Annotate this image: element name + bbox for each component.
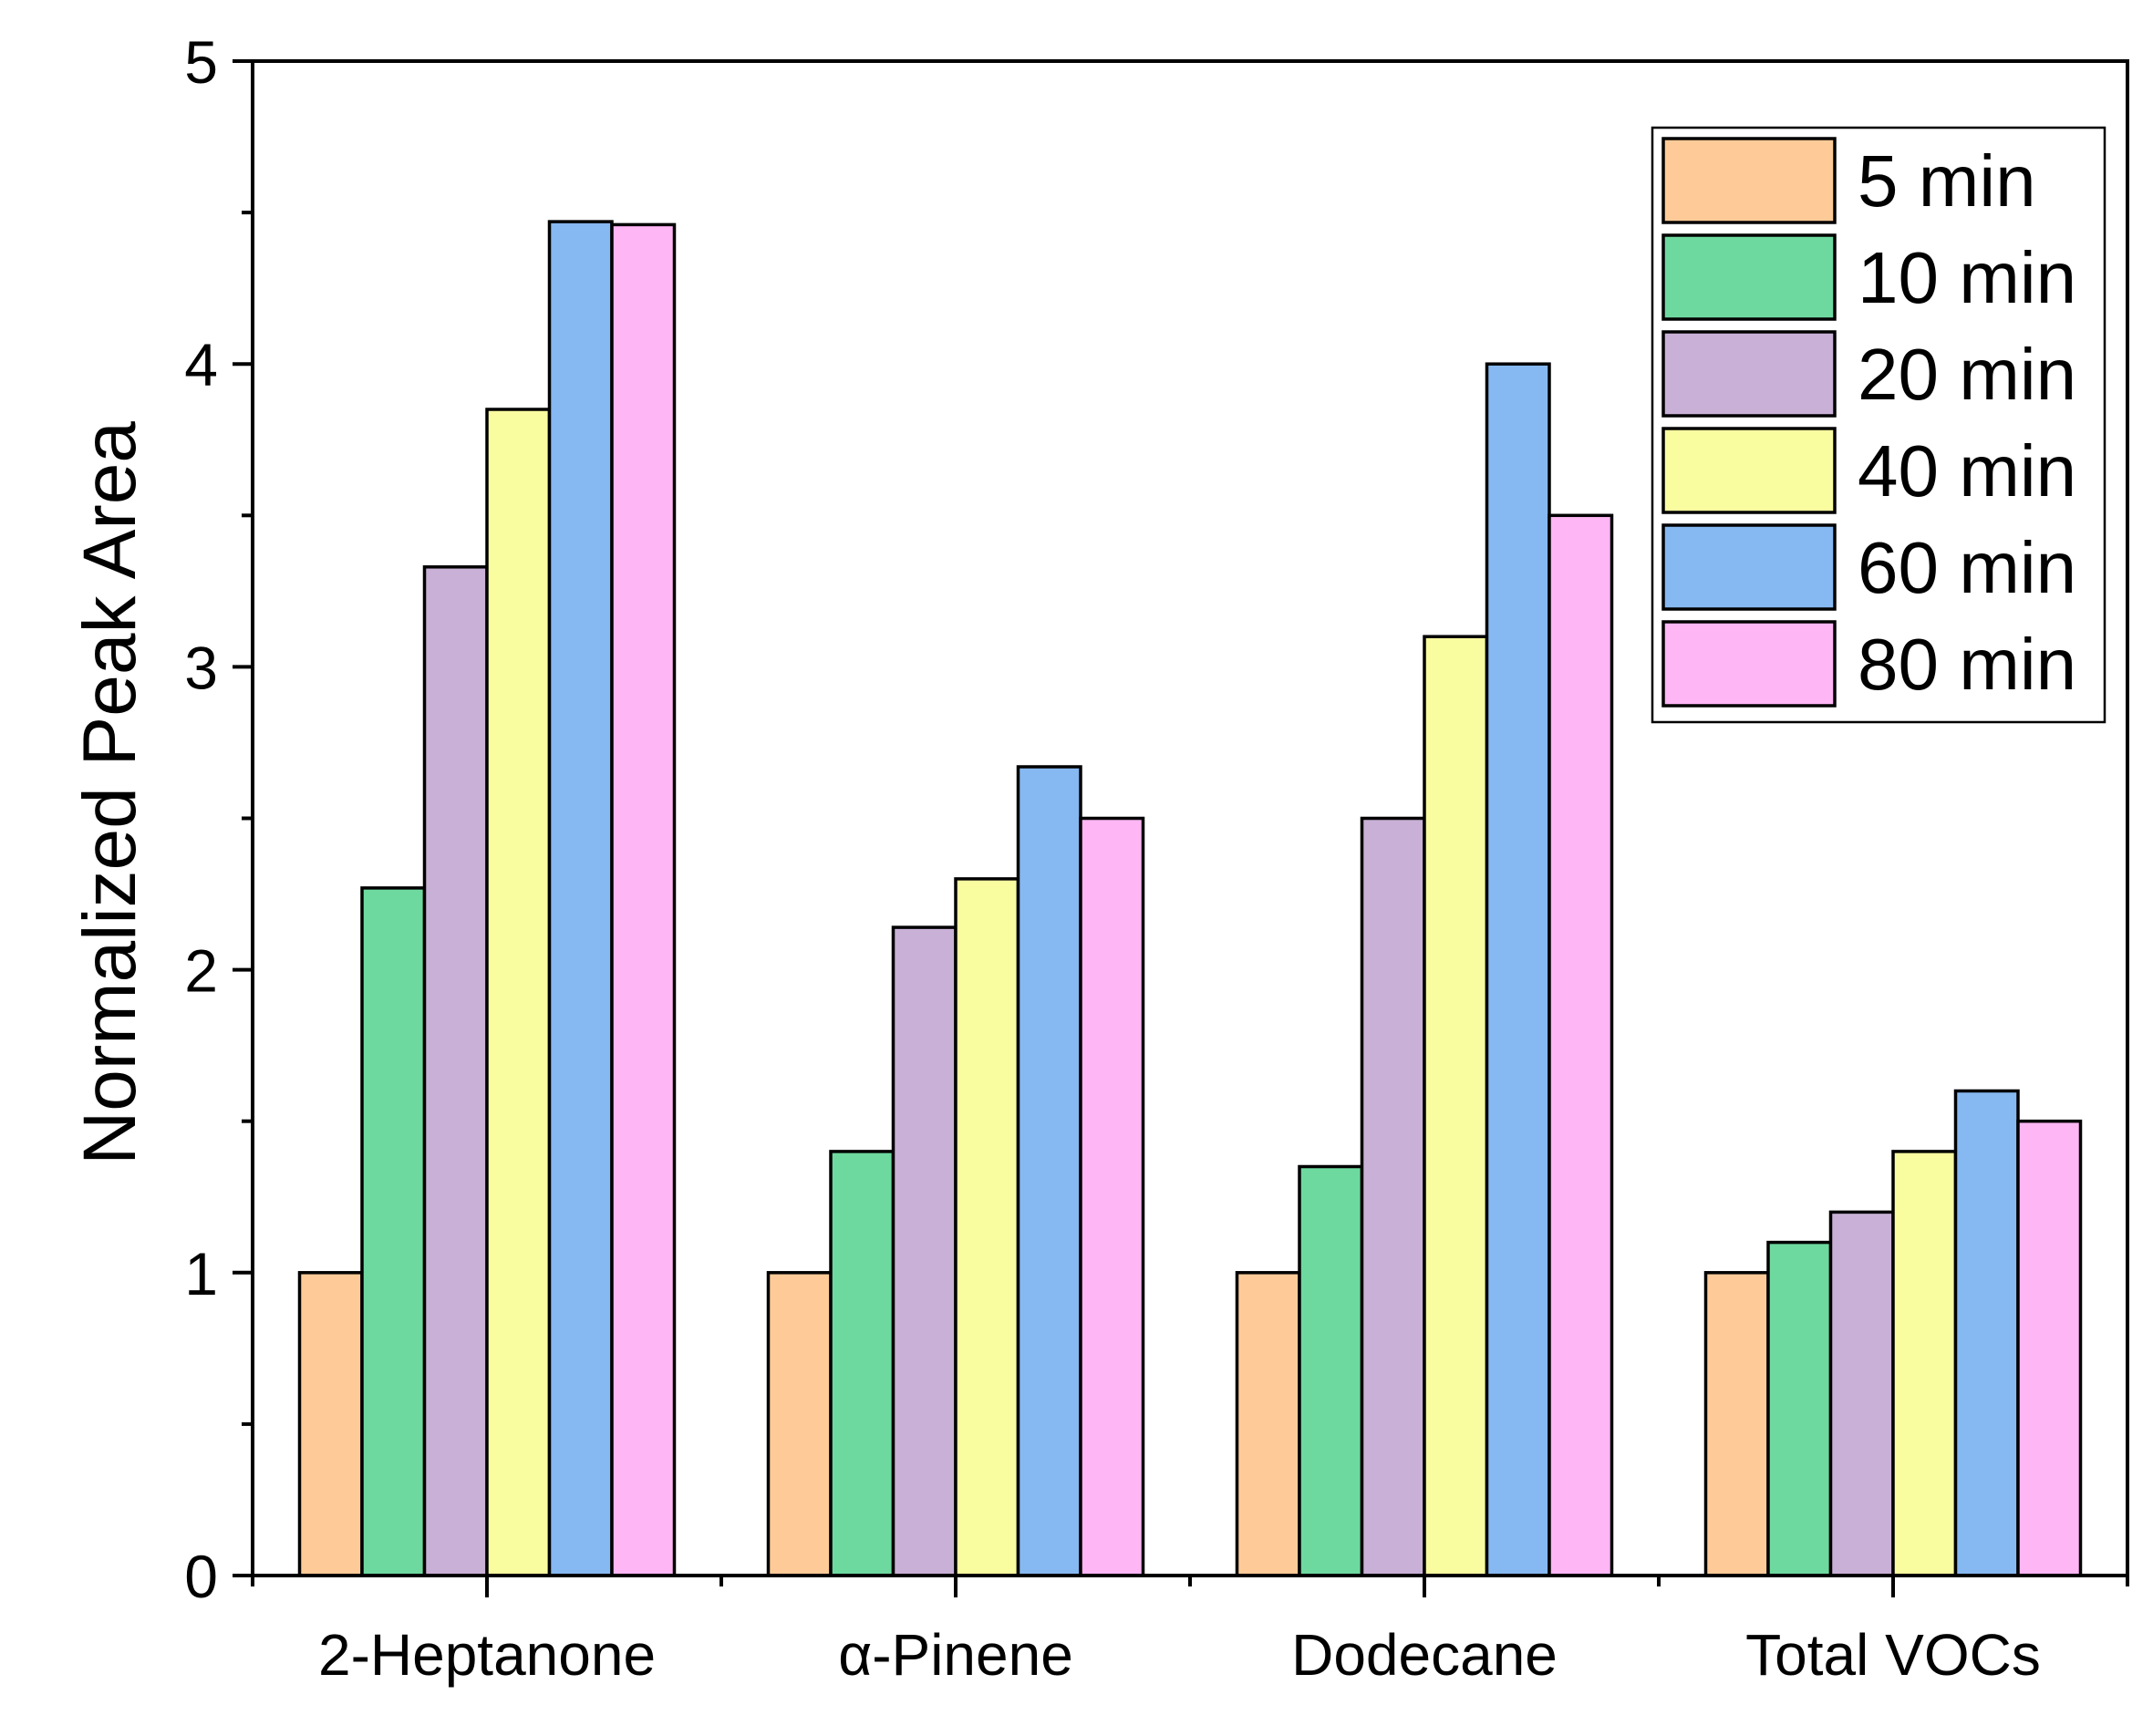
bar-2-1 (766, 1271, 833, 1577)
bar-3-5 (1485, 362, 1551, 1577)
axes-layer: 0 1 2 3 4 5 2-Heptanone α-Pinene Dodecane Total V… (184, 28, 2129, 1688)
bar-3-3 (1360, 816, 1426, 1577)
legend-label: 60 min (1858, 527, 2076, 608)
y-axis-label: Normalized Peak Area (68, 421, 151, 1165)
bar-4-5 (1953, 1089, 2020, 1577)
x-tick-label: Dodecane (1291, 1622, 1558, 1688)
bar-4-4 (1891, 1150, 1958, 1577)
bar-2-3 (891, 925, 957, 1577)
legend-swatch (1661, 620, 1837, 708)
legend-swatch (1661, 137, 1837, 224)
legend: 5 min 10 min 20 min 40 min 60 min 80 min (1651, 126, 2106, 724)
bar-4-2 (1766, 1240, 1833, 1577)
y-tick-label: 5 (184, 28, 218, 96)
x-tick-label: 2-Heptanone (318, 1622, 656, 1688)
y-tick-label: 1 (184, 1240, 218, 1307)
legend-swatch (1661, 427, 1837, 514)
bar-2-4 (954, 877, 1020, 1577)
legend-label: 5 min (1858, 140, 2036, 222)
bar-1-3 (422, 565, 489, 1577)
bar-1-2 (360, 886, 427, 1577)
bar-1-4 (485, 408, 552, 1577)
y-tick-label: 2 (184, 937, 218, 1005)
legend-label: 80 min (1858, 624, 2076, 705)
y-tick-label: 3 (184, 634, 218, 701)
bar-4-3 (1828, 1210, 1895, 1577)
bar-3-6 (1547, 513, 1614, 1577)
legend-swatch (1661, 523, 1837, 611)
bar-1-6 (610, 222, 677, 1577)
legend-label: 20 min (1858, 334, 2076, 415)
bar-1-5 (547, 220, 614, 1577)
y-tick-label: 4 (184, 331, 218, 398)
bar-1-1 (297, 1271, 364, 1577)
y-tick-label: 0 (184, 1543, 218, 1610)
bar-2-5 (1016, 765, 1082, 1577)
bar-4-6 (2016, 1119, 2083, 1577)
bar-3-2 (1298, 1164, 1364, 1577)
x-tick-label: Total VOCs (1745, 1622, 2041, 1688)
bar-2-2 (829, 1150, 895, 1577)
x-tick-label: α-Pinene (838, 1622, 1073, 1688)
legend-label: 40 min (1858, 430, 2076, 512)
legend-swatch (1661, 330, 1837, 418)
bar-3-4 (1423, 635, 1489, 1577)
legend-swatch (1661, 233, 1837, 321)
bar-3-1 (1235, 1271, 1301, 1577)
bar-4-1 (1703, 1271, 1770, 1577)
legend-label: 10 min (1858, 237, 2076, 318)
bars-layer (297, 220, 2083, 1577)
bar-2-6 (1079, 816, 1145, 1577)
